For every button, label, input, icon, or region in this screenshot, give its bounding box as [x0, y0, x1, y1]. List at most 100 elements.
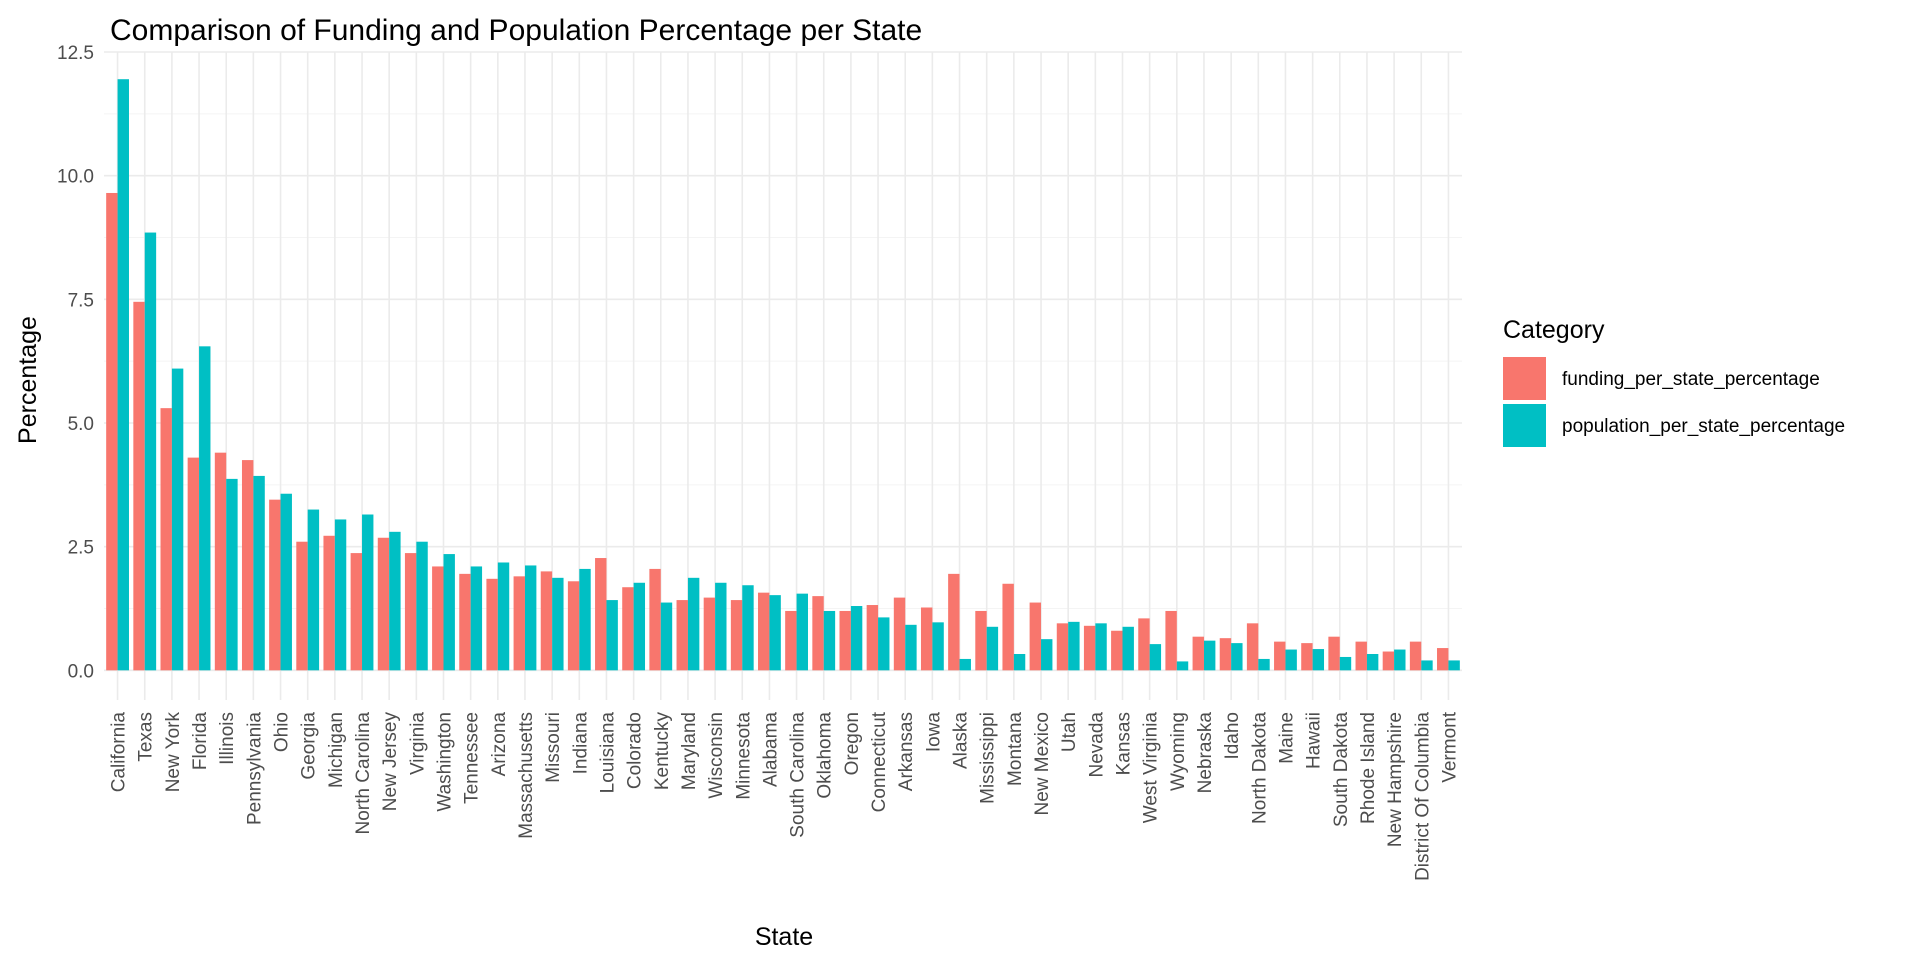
- x-tick-label: Oklahoma: [815, 712, 836, 799]
- x-tick-label: South Carolina: [788, 712, 809, 838]
- bar-population: [1068, 621, 1080, 671]
- bar-population: [715, 582, 727, 671]
- bar-population: [1258, 658, 1270, 671]
- bar-funding: [350, 553, 363, 671]
- bar-funding: [540, 571, 553, 671]
- x-tick-label: Texas: [136, 712, 157, 762]
- x-tick-label: Pennsylvania: [244, 712, 265, 825]
- bar-funding: [432, 566, 444, 671]
- bar-funding: [703, 597, 716, 671]
- bar-population: [144, 232, 157, 671]
- x-tick-label: Ohio: [272, 712, 293, 752]
- bar-population: [280, 493, 292, 671]
- bar-funding: [785, 610, 797, 671]
- bar-funding: [758, 592, 770, 671]
- legend-label: population_per_state_percentage: [1562, 416, 1845, 437]
- bar-population: [307, 509, 320, 671]
- bar-population: [334, 519, 347, 671]
- bar-population: [687, 577, 700, 671]
- bar-funding: [595, 558, 607, 671]
- bar-population: [1394, 649, 1406, 671]
- x-tick-label: Idaho: [1222, 712, 1243, 760]
- bar-population: [443, 554, 455, 671]
- y-tick-label: 2.5: [68, 538, 94, 559]
- bar-population: [1149, 644, 1162, 671]
- y-tick-label: 10.0: [57, 167, 94, 188]
- x-axis-ticks: California Texas New York Florida Illinois Pe…: [109, 711, 1461, 881]
- bar-funding: [866, 605, 879, 671]
- x-tick-label: Rhode Island: [1358, 712, 1379, 824]
- bar-funding: [1437, 648, 1449, 671]
- x-tick-label: North Carolina: [353, 712, 374, 835]
- bar-population: [1122, 626, 1134, 671]
- x-tick-label: Alabama: [760, 712, 781, 787]
- bar-funding: [214, 452, 227, 671]
- bar-population: [389, 531, 401, 671]
- bar-funding: [187, 457, 200, 671]
- bar-population: [1041, 639, 1053, 671]
- bar-population: [470, 566, 483, 671]
- bar-population: [579, 568, 591, 671]
- x-tick-label: Indiana: [570, 712, 591, 775]
- x-tick-label: Alaska: [951, 712, 972, 769]
- bar-funding: [676, 600, 688, 671]
- x-tick-label: Michigan: [326, 712, 347, 788]
- x-tick-label: Mississippi: [978, 712, 999, 804]
- bar-funding: [567, 581, 580, 671]
- legend-title: Category: [1503, 316, 1605, 344]
- x-tick-label: Georgia: [299, 712, 320, 780]
- bar-funding: [459, 573, 471, 671]
- bar-population: [253, 475, 265, 671]
- bar-funding: [920, 607, 933, 671]
- bar-population: [1448, 660, 1460, 671]
- bar-population: [986, 626, 999, 671]
- bar-funding: [323, 535, 335, 671]
- bar-population: [524, 565, 537, 671]
- bar-funding: [1328, 636, 1340, 671]
- bar-population: [552, 577, 564, 671]
- bar-funding: [106, 192, 118, 671]
- bar-population: [1231, 643, 1243, 671]
- x-tick-label: Vermont: [1439, 711, 1460, 782]
- x-tick-label: Maryland: [679, 712, 700, 790]
- legend-key: [1503, 404, 1546, 447]
- y-tick-label: 5.0: [68, 414, 94, 435]
- bar-funding: [133, 301, 145, 671]
- bar-funding: [1409, 641, 1422, 671]
- bar-funding: [1083, 625, 1096, 671]
- bar-population: [1176, 661, 1189, 671]
- bar-funding: [893, 597, 906, 671]
- x-tick-label: Iowa: [923, 712, 944, 753]
- y-axis-title: Percentage: [14, 316, 42, 444]
- y-tick-label: 0.0: [68, 661, 94, 682]
- bar-funding: [622, 587, 634, 671]
- legend: Category funding_per_state_percentagepop…: [1503, 316, 1845, 447]
- bar-population: [823, 610, 836, 671]
- x-tick-label: New Jersey: [380, 712, 401, 812]
- bar-population: [416, 541, 428, 671]
- x-tick-label: New Hampshire: [1385, 712, 1406, 847]
- bar-population: [606, 600, 618, 671]
- x-tick-label: Colorado: [625, 712, 646, 789]
- x-axis-title: State: [755, 923, 813, 951]
- bar-funding: [1355, 641, 1367, 671]
- x-tick-label: Washington: [435, 712, 456, 812]
- bar-funding: [1111, 630, 1123, 671]
- bar-population: [1421, 660, 1433, 671]
- chart-title: Comparison of Funding and Population Per…: [110, 14, 922, 47]
- bar-funding: [839, 610, 851, 671]
- x-tick-label: Arizona: [489, 712, 510, 777]
- bar-population: [226, 478, 238, 671]
- x-tick-label: New Mexico: [1032, 712, 1053, 815]
- bar-funding: [812, 596, 824, 671]
- x-tick-label: Minnesota: [733, 712, 754, 800]
- bar-funding: [1002, 583, 1014, 671]
- bar-funding: [513, 576, 525, 671]
- x-tick-label: Illinois: [217, 712, 238, 765]
- x-tick-label: Arkansas: [896, 712, 917, 791]
- bar-population: [1285, 649, 1297, 671]
- bars: [106, 79, 1460, 671]
- x-tick-label: Connecticut: [869, 711, 890, 812]
- bar-population: [1339, 656, 1352, 671]
